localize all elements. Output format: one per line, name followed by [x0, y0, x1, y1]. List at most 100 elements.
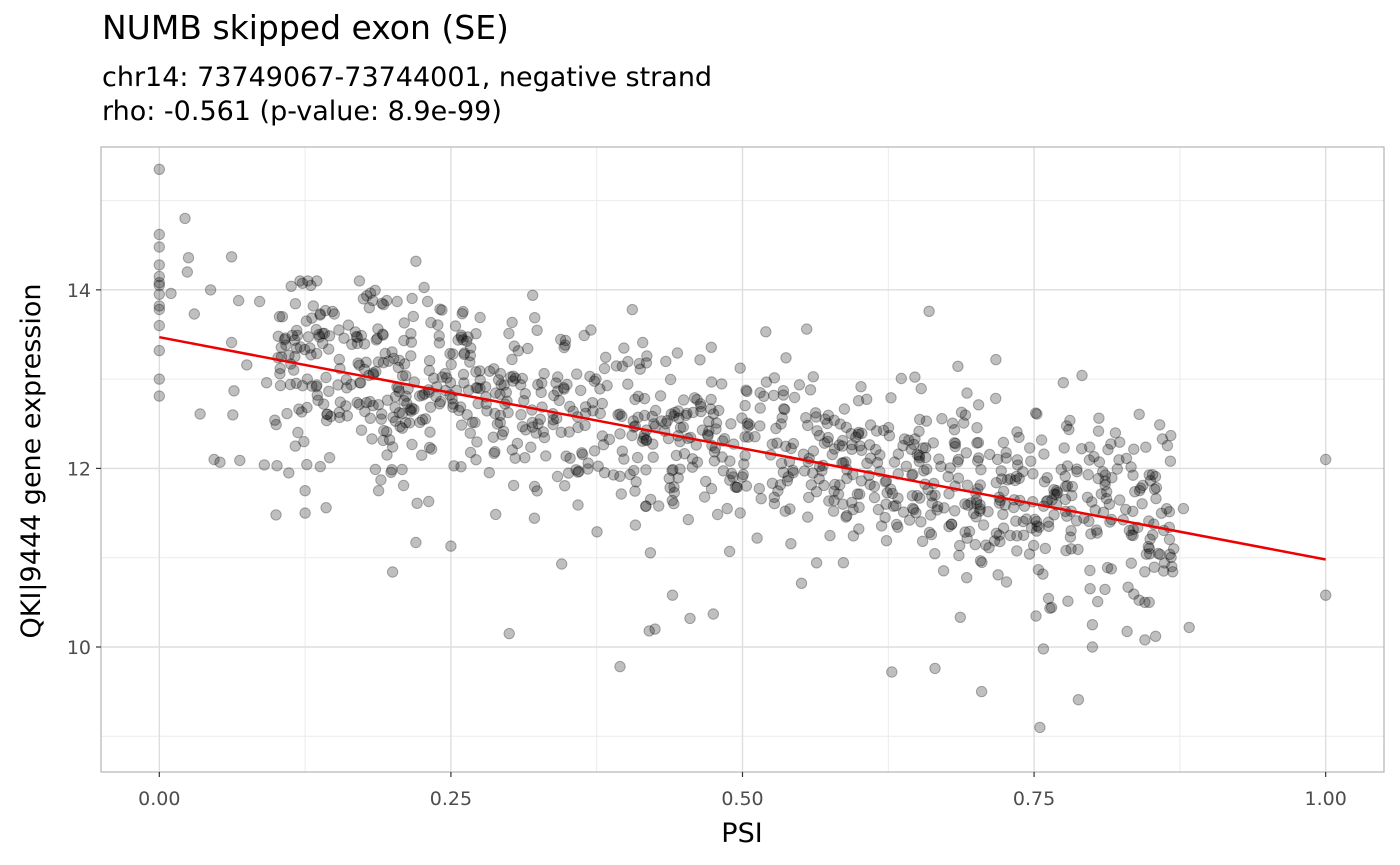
data-point [691, 456, 704, 468]
data-point [879, 511, 891, 524]
data-point [363, 302, 375, 314]
data-point [910, 507, 922, 519]
data-point [1127, 469, 1139, 481]
data-point [664, 373, 677, 386]
data-point [471, 436, 483, 448]
data-point [649, 404, 662, 417]
data-point [803, 491, 815, 504]
data-point [1161, 439, 1174, 452]
data-point [1000, 452, 1012, 464]
data-point [532, 418, 544, 430]
data-point [341, 382, 353, 394]
data-point [1017, 515, 1029, 528]
data-point [455, 419, 468, 431]
data-point [688, 392, 701, 404]
data-point [376, 408, 388, 420]
data-point [965, 497, 977, 509]
data-point [321, 408, 334, 420]
data-point [272, 330, 284, 342]
data-point [1099, 469, 1112, 481]
data-point [841, 510, 853, 522]
data-point [962, 499, 974, 511]
data-point [1320, 453, 1332, 466]
data-point [179, 212, 191, 225]
data-point [353, 275, 366, 287]
data-point [1125, 557, 1138, 569]
y-tick-label: 14 [67, 280, 91, 302]
data-point [318, 398, 330, 410]
data-point [301, 458, 313, 471]
data-point [299, 485, 311, 497]
data-point [970, 494, 983, 506]
data-point [968, 507, 980, 520]
data-point [1139, 566, 1151, 578]
data-point [153, 373, 166, 385]
data-point [943, 520, 955, 533]
data-point [768, 498, 781, 510]
data-point [622, 355, 634, 368]
data-point [388, 352, 400, 365]
data-point [423, 355, 436, 367]
data-point [1083, 515, 1095, 527]
data-point [716, 378, 728, 390]
data-point [793, 379, 806, 391]
data-point [596, 430, 609, 442]
data-point [881, 487, 893, 499]
data-point [582, 463, 594, 475]
data-point [633, 357, 645, 370]
data-point [1061, 480, 1074, 492]
data-point [980, 539, 992, 551]
data-point [1062, 595, 1074, 607]
data-point [864, 452, 877, 464]
data-point [528, 480, 541, 493]
data-point [833, 439, 845, 451]
data-point [813, 429, 826, 442]
data-point [582, 457, 594, 469]
data-point [945, 518, 958, 530]
data-point [538, 431, 551, 444]
data-point [915, 516, 927, 528]
data-point [576, 448, 589, 461]
data-point [909, 371, 921, 383]
data-point [864, 478, 876, 491]
data-point [494, 388, 506, 400]
data-point [629, 393, 641, 406]
data-point [288, 334, 301, 346]
data-point [323, 385, 335, 397]
data-point [498, 379, 510, 391]
data-point [434, 395, 447, 408]
data-point [942, 471, 954, 483]
data-point [914, 413, 926, 426]
data-point [1048, 484, 1060, 496]
data-point [1133, 484, 1146, 497]
data-point [1065, 525, 1077, 537]
data-point [952, 456, 964, 468]
data-point [739, 449, 751, 462]
data-point [444, 377, 457, 389]
data-point [342, 319, 355, 331]
data-point [575, 384, 587, 397]
data-point [640, 357, 653, 369]
data-point [474, 365, 486, 377]
data-point [864, 439, 876, 451]
data-point [274, 379, 287, 392]
data-point [851, 488, 864, 500]
data-point [323, 452, 336, 464]
data-point [290, 342, 303, 354]
data-point [508, 340, 520, 352]
data-point [357, 293, 370, 305]
data-point [1064, 414, 1076, 427]
data-point [1150, 492, 1162, 505]
data-point [1140, 441, 1152, 453]
data-point [381, 294, 393, 307]
data-point [432, 319, 444, 331]
data-point [351, 396, 363, 409]
data-point [908, 503, 920, 516]
data-point [489, 407, 501, 420]
data-point [1177, 502, 1190, 515]
data-point [153, 241, 166, 253]
data-point [318, 327, 331, 340]
data-point [1084, 564, 1096, 577]
data-point [853, 501, 865, 513]
data-point [278, 333, 291, 346]
